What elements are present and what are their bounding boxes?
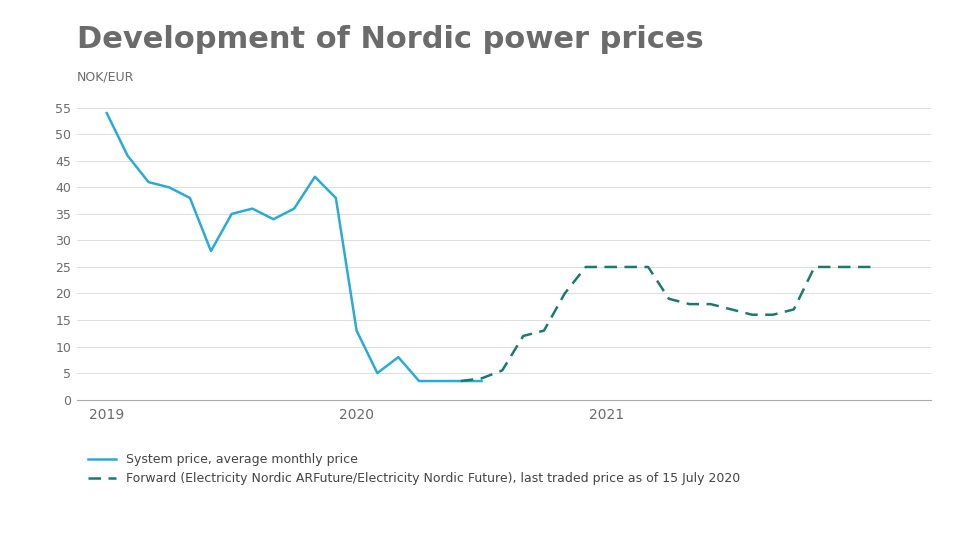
Legend: System price, average monthly price, Forward (Electricity Nordic ARFuture/Electr: System price, average monthly price, For…	[84, 448, 745, 490]
Text: NOK/EUR: NOK/EUR	[77, 71, 134, 84]
Text: Development of Nordic power prices: Development of Nordic power prices	[77, 25, 704, 54]
